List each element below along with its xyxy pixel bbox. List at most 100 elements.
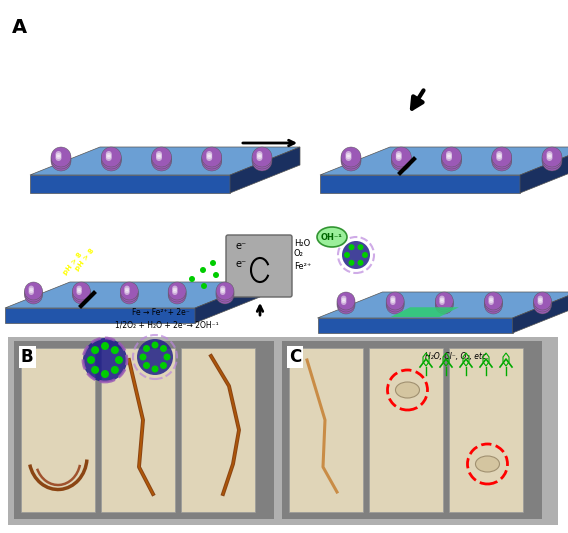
Circle shape xyxy=(542,149,562,169)
Text: OH⁻¹: OH⁻¹ xyxy=(321,232,343,241)
Circle shape xyxy=(28,289,34,295)
Polygon shape xyxy=(320,175,520,193)
Circle shape xyxy=(390,300,395,305)
Circle shape xyxy=(492,147,512,167)
Circle shape xyxy=(202,151,222,171)
Circle shape xyxy=(101,147,121,167)
Circle shape xyxy=(341,151,361,171)
Circle shape xyxy=(342,241,370,269)
Circle shape xyxy=(435,296,453,314)
Circle shape xyxy=(156,155,162,161)
Circle shape xyxy=(56,155,61,161)
Circle shape xyxy=(533,292,552,310)
Text: pH > 8: pH > 8 xyxy=(62,252,83,276)
Polygon shape xyxy=(5,308,195,323)
Circle shape xyxy=(137,339,173,375)
Text: e⁻: e⁻ xyxy=(236,259,247,269)
Circle shape xyxy=(485,292,502,310)
Circle shape xyxy=(24,284,43,302)
Circle shape xyxy=(206,151,212,157)
Circle shape xyxy=(446,151,452,157)
Circle shape xyxy=(396,155,402,161)
Circle shape xyxy=(83,338,127,382)
Circle shape xyxy=(51,149,71,169)
Circle shape xyxy=(51,151,71,171)
Text: H₂O, Cl⁻, O₂, etc.: H₂O, Cl⁻, O₂, etc. xyxy=(425,352,488,361)
Circle shape xyxy=(120,284,138,302)
Circle shape xyxy=(488,300,494,305)
Circle shape xyxy=(143,362,150,369)
Circle shape xyxy=(152,151,172,171)
Circle shape xyxy=(189,276,195,282)
Circle shape xyxy=(172,286,178,291)
Circle shape xyxy=(537,297,543,303)
Circle shape xyxy=(87,356,95,364)
Circle shape xyxy=(201,283,207,289)
Circle shape xyxy=(77,289,82,295)
Circle shape xyxy=(124,289,130,295)
Circle shape xyxy=(439,296,445,301)
Circle shape xyxy=(210,260,216,266)
Circle shape xyxy=(152,149,172,169)
Circle shape xyxy=(168,286,186,304)
Circle shape xyxy=(216,286,234,304)
Circle shape xyxy=(391,149,411,169)
Circle shape xyxy=(220,286,225,291)
Circle shape xyxy=(257,155,262,161)
Bar xyxy=(181,348,255,512)
Circle shape xyxy=(106,155,112,161)
Circle shape xyxy=(56,153,61,159)
Circle shape xyxy=(386,292,404,310)
Circle shape xyxy=(252,147,272,167)
Circle shape xyxy=(546,151,553,157)
Circle shape xyxy=(160,345,167,352)
Circle shape xyxy=(396,153,402,159)
FancyBboxPatch shape xyxy=(226,235,292,297)
Circle shape xyxy=(91,366,99,374)
Circle shape xyxy=(120,282,138,300)
Circle shape xyxy=(101,370,109,378)
Circle shape xyxy=(439,297,445,303)
Polygon shape xyxy=(30,175,230,193)
Circle shape xyxy=(446,155,452,161)
Circle shape xyxy=(441,151,461,171)
Circle shape xyxy=(172,289,178,295)
Circle shape xyxy=(533,296,552,314)
Circle shape xyxy=(252,151,272,171)
Circle shape xyxy=(435,292,453,310)
Circle shape xyxy=(152,342,158,349)
Circle shape xyxy=(220,289,225,295)
Polygon shape xyxy=(318,292,568,318)
Circle shape xyxy=(337,296,355,314)
Circle shape xyxy=(496,153,502,159)
Circle shape xyxy=(77,288,82,293)
Circle shape xyxy=(216,284,234,302)
Circle shape xyxy=(441,149,461,169)
Circle shape xyxy=(441,147,461,167)
Circle shape xyxy=(485,296,502,314)
Circle shape xyxy=(492,151,512,171)
Circle shape xyxy=(72,286,90,304)
Circle shape xyxy=(156,151,162,157)
Circle shape xyxy=(106,151,112,157)
Bar xyxy=(369,348,443,512)
Polygon shape xyxy=(520,147,568,193)
Circle shape xyxy=(156,153,162,159)
Circle shape xyxy=(345,153,352,159)
Text: O₂: O₂ xyxy=(294,249,304,258)
Circle shape xyxy=(391,151,411,171)
Bar xyxy=(289,348,363,512)
Circle shape xyxy=(345,155,352,161)
Circle shape xyxy=(106,153,112,159)
Polygon shape xyxy=(30,147,300,175)
Circle shape xyxy=(396,151,402,157)
Circle shape xyxy=(542,147,562,167)
Text: B: B xyxy=(21,348,34,366)
Circle shape xyxy=(111,346,119,354)
Circle shape xyxy=(542,151,562,171)
Circle shape xyxy=(546,155,553,161)
Ellipse shape xyxy=(317,227,347,247)
Ellipse shape xyxy=(395,382,420,398)
Text: A: A xyxy=(12,18,27,37)
Ellipse shape xyxy=(475,456,499,472)
